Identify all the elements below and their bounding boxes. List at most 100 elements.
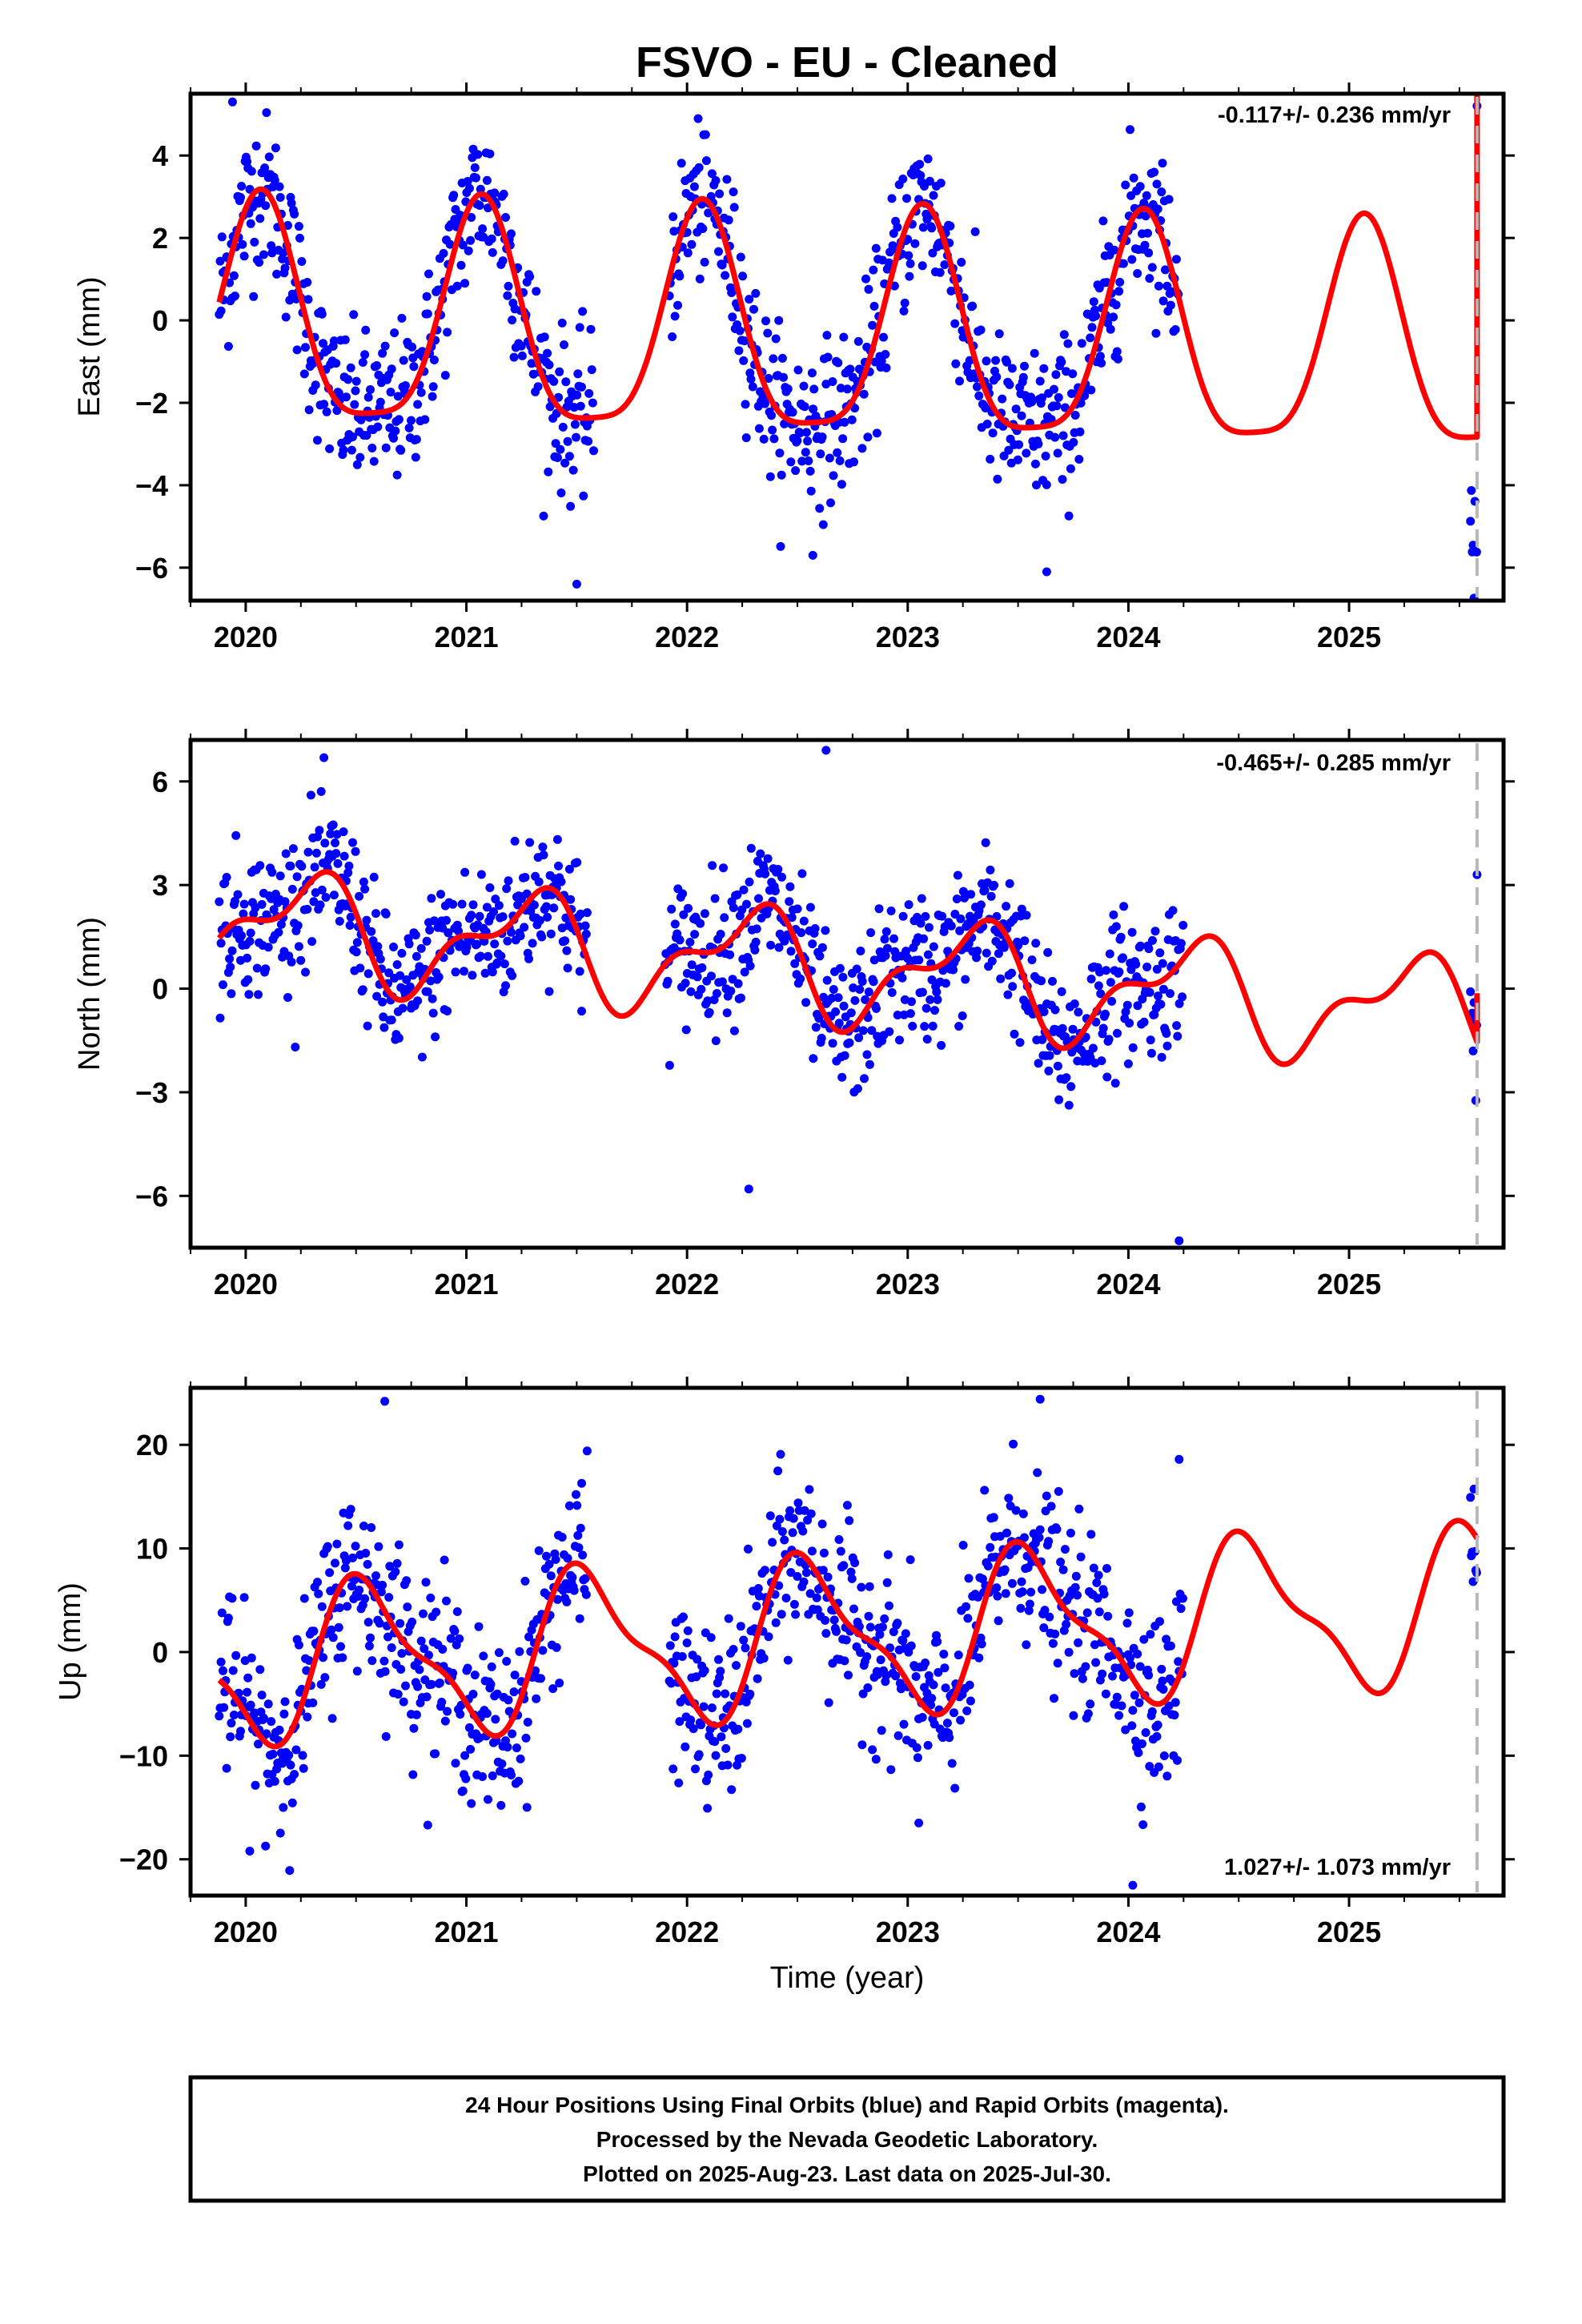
data-point [938,911,947,921]
data-point [785,882,795,891]
data-point [494,1648,504,1658]
north-y-axis-label: North (mm) [73,917,106,1071]
data-point [575,1614,584,1623]
data-point [800,402,809,412]
data-point [228,1666,238,1675]
data-point [1174,1236,1184,1245]
data-point [717,977,727,987]
data-point [349,310,359,320]
data-point [902,194,911,203]
data-point [490,188,500,198]
data-point [343,375,353,384]
data-point [1035,1394,1045,1404]
data-point [776,541,785,551]
data-point [402,1576,412,1586]
data-point [875,1630,885,1639]
data-point [866,928,876,938]
data-point [1030,348,1039,358]
data-point [392,960,402,969]
data-point [384,968,394,978]
data-point [504,281,513,291]
data-point [685,938,695,947]
data-point [739,885,749,895]
data-point [744,1184,753,1194]
data-point [826,498,835,508]
data-point [274,927,283,937]
data-point [1472,547,1481,557]
data-point [448,1668,458,1678]
data-point [1091,1017,1101,1027]
data-point [715,189,725,199]
data-point [785,897,794,907]
data-point [1164,1701,1174,1711]
data-point [327,1714,337,1723]
data-point [1098,216,1108,226]
data-point [303,295,313,304]
data-point [263,1699,273,1709]
data-point [1030,459,1040,468]
data-point [733,890,742,899]
data-point [1094,1607,1104,1617]
data-point [1159,1751,1169,1760]
data-point [564,864,574,874]
data-point [983,1562,993,1570]
data-point [737,993,745,1003]
data-point [539,850,548,860]
data-point [1161,265,1170,275]
data-point [905,259,915,268]
data-point [564,452,574,461]
data-point [858,1026,868,1035]
data-point [1092,1578,1102,1587]
data-point [432,1607,441,1617]
data-point [529,900,539,910]
data-point [347,445,356,455]
data-point [1068,1024,1078,1034]
data-point [581,1590,591,1599]
data-point [586,324,596,334]
data-point [797,869,807,879]
data-point [286,1760,295,1770]
data-point [774,943,784,952]
data-point [906,1641,916,1651]
data-point [976,325,986,335]
data-point [1145,1762,1154,1771]
data-point [881,363,891,372]
data-point [286,861,295,870]
y-tick-label: −6 [135,1180,168,1212]
data-point [922,215,932,224]
data-point [269,905,279,915]
data-point [521,1733,531,1743]
data-point [950,1708,958,1718]
data-point [217,1608,227,1618]
data-point [223,1614,233,1622]
data-point [498,256,508,266]
data-point [574,1543,584,1553]
data-point [786,947,796,956]
data-point [427,894,436,903]
data-point [765,1511,775,1521]
data-point [915,159,925,169]
data-point [478,224,488,234]
data-point [1025,1599,1034,1609]
data-point [721,271,730,280]
data-point [351,386,360,396]
x-tick-label: 2022 [655,1268,719,1301]
data-point [1166,1641,1175,1651]
data-point [745,295,754,304]
data-point [1058,431,1068,440]
data-point [795,428,805,438]
data-point [467,213,476,222]
data-point [239,1593,249,1602]
data-point [428,1008,438,1018]
data-point [1164,195,1174,204]
data-point [488,967,497,977]
data-point [1170,1698,1180,1707]
data-point [882,943,892,953]
data-point [467,911,476,920]
data-point [555,1679,564,1688]
data-point [442,915,451,925]
data-point [358,358,367,367]
data-point [575,323,584,332]
x-tick-label: 2020 [214,621,278,653]
data-point [1145,274,1154,283]
